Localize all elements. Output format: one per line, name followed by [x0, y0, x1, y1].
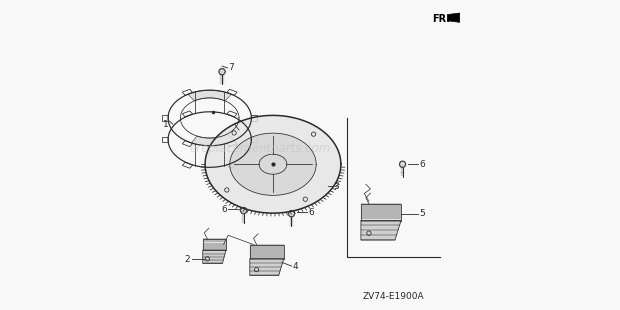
- Polygon shape: [203, 239, 226, 250]
- Circle shape: [288, 210, 295, 217]
- Text: 1: 1: [164, 120, 169, 129]
- Text: 7: 7: [228, 63, 234, 72]
- Polygon shape: [361, 220, 401, 240]
- Text: 3: 3: [334, 182, 340, 191]
- Circle shape: [241, 207, 247, 214]
- Polygon shape: [192, 134, 235, 146]
- Circle shape: [219, 68, 226, 75]
- Text: ZV74-E1900A: ZV74-E1900A: [363, 292, 424, 301]
- Polygon shape: [205, 115, 341, 213]
- Polygon shape: [188, 90, 231, 101]
- Text: 6: 6: [420, 160, 425, 169]
- Circle shape: [399, 161, 406, 168]
- Polygon shape: [203, 250, 226, 264]
- Text: 6: 6: [221, 205, 227, 214]
- Text: 4: 4: [293, 262, 299, 271]
- Polygon shape: [361, 204, 401, 220]
- Polygon shape: [250, 259, 284, 276]
- Polygon shape: [250, 245, 284, 259]
- Text: ereplacementparts.com: ereplacementparts.com: [190, 142, 331, 155]
- Polygon shape: [230, 133, 316, 195]
- Text: 5: 5: [420, 210, 425, 219]
- Text: FR.: FR.: [432, 14, 450, 24]
- Text: 2: 2: [185, 255, 190, 264]
- Text: 6: 6: [309, 208, 314, 217]
- Polygon shape: [448, 13, 459, 22]
